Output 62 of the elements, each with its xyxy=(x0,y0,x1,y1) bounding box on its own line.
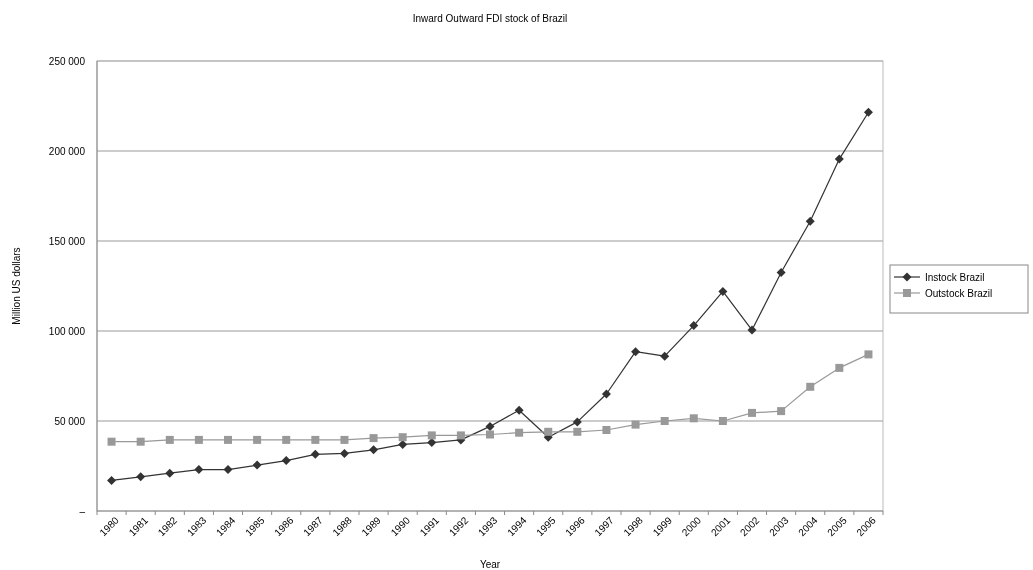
point xyxy=(339,448,349,458)
point xyxy=(311,435,320,444)
point xyxy=(369,434,378,443)
point xyxy=(282,435,291,444)
x-axis-title: Year xyxy=(479,559,501,570)
point xyxy=(777,407,786,416)
point xyxy=(689,414,698,423)
y-tick-label: 150 000 xyxy=(48,235,86,247)
point xyxy=(310,449,320,459)
y-tick-label: 50 000 xyxy=(54,415,86,427)
point xyxy=(224,435,232,444)
point xyxy=(281,456,291,466)
y-tick-label: – xyxy=(79,505,86,517)
point xyxy=(223,465,233,475)
point xyxy=(689,321,699,331)
point xyxy=(747,325,757,335)
y-tick-label: 200 000 xyxy=(48,145,86,157)
point xyxy=(194,465,204,475)
point xyxy=(660,417,669,425)
point xyxy=(486,430,494,439)
point xyxy=(806,382,815,391)
point xyxy=(427,431,436,440)
point xyxy=(136,472,146,482)
point xyxy=(398,433,407,442)
point xyxy=(456,431,465,440)
legend-label: Instock Brazil xyxy=(925,271,985,283)
point xyxy=(544,427,553,436)
point xyxy=(136,437,145,446)
point xyxy=(805,216,815,226)
point xyxy=(835,363,844,372)
point xyxy=(107,437,116,446)
point xyxy=(660,351,670,361)
point xyxy=(165,435,174,444)
point xyxy=(718,286,728,296)
y-axis-title: Million US dollars xyxy=(11,247,22,325)
y-tick-label: 250 000 xyxy=(48,55,86,67)
point xyxy=(340,435,349,444)
point xyxy=(718,417,727,425)
point xyxy=(748,408,756,417)
chart-title: Inward Outward FDI stock of Brazil xyxy=(412,13,568,24)
point xyxy=(107,475,117,485)
point xyxy=(572,417,582,427)
point xyxy=(834,154,844,164)
point xyxy=(602,426,611,434)
y-tick-label: 100 000 xyxy=(48,325,86,337)
legend-label: Outstock Brazil xyxy=(925,287,993,299)
point xyxy=(864,350,873,359)
point xyxy=(194,435,203,444)
point xyxy=(253,435,262,444)
point xyxy=(515,428,524,437)
point xyxy=(165,468,175,478)
point xyxy=(863,107,873,117)
point xyxy=(631,420,640,429)
point xyxy=(776,268,786,277)
point xyxy=(514,405,524,415)
point xyxy=(427,438,437,448)
point xyxy=(485,421,495,431)
point xyxy=(631,347,641,357)
point xyxy=(573,427,582,436)
point xyxy=(601,389,611,399)
point xyxy=(369,445,379,455)
point xyxy=(252,460,262,470)
